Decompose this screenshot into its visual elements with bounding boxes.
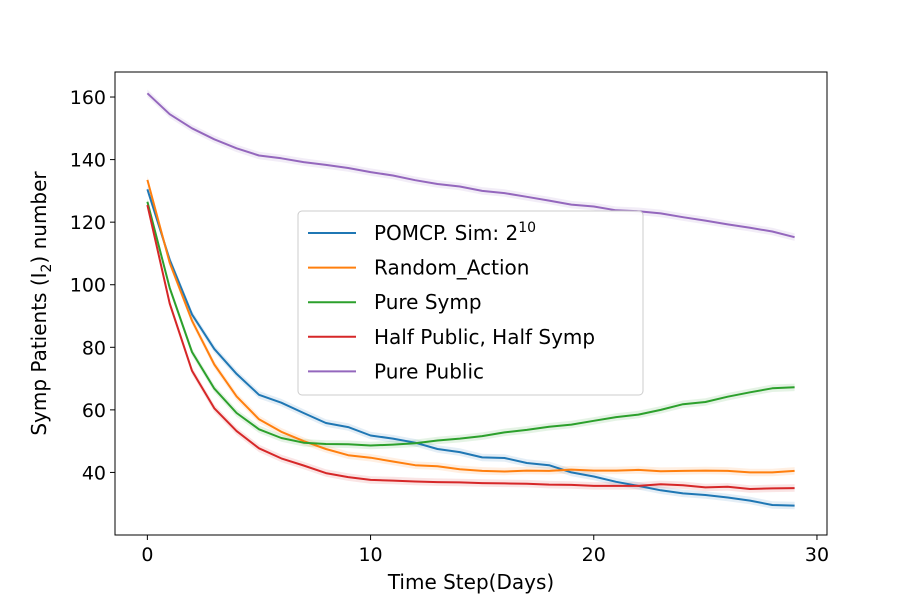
y-tick-label: 100 — [70, 275, 106, 297]
legend: POMCP. Sim: 210 Random_Action Pure Symp Hal… — [297, 210, 644, 396]
legend-label-2: Pure Symp — [374, 290, 482, 314]
x-tick-label: 30 — [805, 544, 829, 566]
series-line-1 — [146, 179, 795, 474]
y-axis-label-main: Symp Patients (I — [27, 272, 51, 435]
y-tick-label: 140 — [70, 150, 106, 172]
plot-frame — [114, 71, 828, 536]
x-axis-label: Time Step(Days) — [387, 570, 554, 594]
y-tick-label: 40 — [82, 462, 106, 484]
y-tick-label: 160 — [70, 87, 106, 109]
series-line-4 — [146, 92, 795, 239]
confidence-band-4 — [147, 89, 795, 241]
y-tick-label: 60 — [82, 400, 106, 422]
legend-label-3: Half Public, Half Symp — [374, 325, 595, 349]
y-tick-label: 120 — [70, 212, 106, 234]
legend-box — [297, 210, 644, 396]
legend-label-1: Random_Action — [374, 256, 529, 280]
series-line-0 — [146, 188, 795, 507]
legend-label-4: Pure Public — [374, 359, 484, 383]
x-axis-ticks: 0 10 20 30 — [141, 535, 829, 566]
y-axis-label: Symp Patients (I2) number — [27, 171, 55, 436]
x-tick-label: 20 — [582, 544, 606, 566]
x-tick-label: 10 — [358, 544, 382, 566]
y-axis-ticks: 40 60 80 100 120 140 160 — [70, 87, 115, 484]
y-axis-label-subscript: 2 — [39, 264, 55, 273]
legend-label-0: POMCP. Sim: 210 — [374, 220, 536, 245]
series-lines — [146, 92, 795, 507]
y-axis-label-tail: ) number — [27, 171, 51, 264]
confidence-bands — [147, 89, 795, 510]
y-tick-label: 80 — [82, 337, 106, 359]
series-line-3 — [146, 204, 795, 490]
series-line-2 — [146, 201, 795, 447]
x-tick-label: 0 — [141, 544, 153, 566]
